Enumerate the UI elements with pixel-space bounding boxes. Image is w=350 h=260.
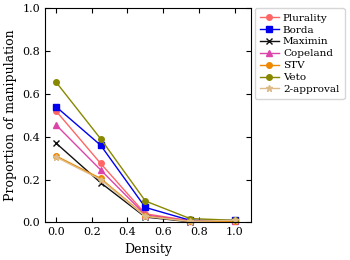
- Legend: Plurality, Borda, Maximin, Copeland, STV, Veto, 2-approval: Plurality, Borda, Maximin, Copeland, STV…: [255, 8, 344, 99]
- Copeland: [99, 168, 103, 172]
- X-axis label: Density: Density: [124, 243, 172, 256]
- Line: Maximin: Maximin: [52, 140, 238, 225]
- Maximin: [232, 220, 237, 223]
- Plurality: [99, 162, 103, 165]
- 2-approval: [143, 215, 147, 218]
- 2-approval: [99, 178, 103, 181]
- STV: [143, 214, 147, 218]
- STV: [99, 177, 103, 180]
- Line: Plurality: Plurality: [53, 108, 237, 224]
- 2-approval: [54, 155, 58, 159]
- Copeland: [188, 219, 192, 223]
- Veto: [188, 217, 192, 220]
- Borda: [54, 105, 58, 108]
- Plurality: [143, 212, 147, 215]
- STV: [54, 154, 58, 158]
- Copeland: [143, 213, 147, 217]
- Line: Copeland: Copeland: [53, 122, 237, 224]
- Borda: [188, 219, 192, 222]
- Veto: [232, 219, 237, 222]
- Line: Veto: Veto: [53, 79, 237, 223]
- Maximin: [99, 181, 103, 184]
- Copeland: [232, 220, 237, 223]
- STV: [232, 220, 237, 223]
- Plurality: [188, 219, 192, 222]
- Borda: [232, 219, 237, 222]
- Borda: [99, 144, 103, 147]
- Plurality: [54, 109, 58, 113]
- Line: STV: STV: [53, 153, 237, 224]
- Maximin: [54, 142, 58, 145]
- 2-approval: [232, 219, 237, 222]
- Line: Borda: Borda: [53, 104, 237, 223]
- Maximin: [188, 220, 192, 223]
- Copeland: [54, 124, 58, 127]
- 2-approval: [188, 220, 192, 223]
- Plurality: [232, 220, 237, 223]
- Maximin: [143, 216, 147, 219]
- Veto: [99, 137, 103, 140]
- Y-axis label: Proportion of manipulation: Proportion of manipulation: [4, 29, 17, 201]
- Borda: [143, 206, 147, 209]
- Line: 2-approval: 2-approval: [52, 154, 238, 225]
- Veto: [54, 81, 58, 84]
- Veto: [143, 199, 147, 203]
- STV: [188, 220, 192, 223]
